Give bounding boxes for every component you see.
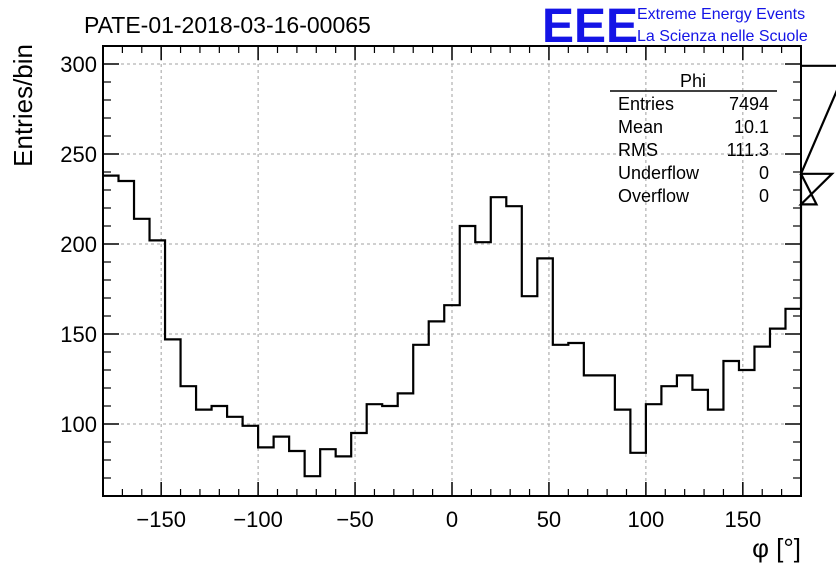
x-axis-title: φ [°] [752, 533, 801, 563]
stats-label-entries: Entries [618, 94, 674, 114]
plot-frame [102, 45, 802, 497]
y-tick-label: 150 [60, 322, 97, 347]
stats-value-mean: 10.1 [734, 117, 769, 137]
stats-box-name: Phi [680, 71, 706, 91]
stats-value-rms: 111.3 [727, 140, 769, 160]
y-tick-label: 300 [60, 52, 97, 77]
x-tick-label: 0 [446, 507, 458, 532]
x-tick-label: 150 [724, 507, 761, 532]
logo-subtitle-line2: La Scienza nelle Scuole [637, 28, 808, 45]
x-tick-label: −50 [336, 507, 373, 532]
x-tick-label: 50 [537, 507, 561, 532]
stats-label-underflow: Underflow [618, 163, 700, 183]
stats-label-rms: RMS [618, 140, 658, 160]
stats-value-entries: 7494 [729, 94, 769, 114]
x-tick-label: −100 [233, 507, 283, 532]
y-tick-label: 100 [60, 412, 97, 437]
y-tick-label: 250 [60, 142, 97, 167]
chart-title: PATE-01-2018-03-16-00065 [84, 12, 371, 38]
stats-value-underflow: 0 [759, 163, 769, 183]
histogram-step-line [103, 64, 836, 478]
x-tick-label: 100 [628, 507, 665, 532]
x-tick-labels: −150 −100 −50 0 50 100 150 [136, 507, 761, 532]
y-axis-title: Entries/bin [8, 44, 38, 167]
y-tick-label: 200 [60, 232, 97, 257]
x-tick-label: −150 [136, 507, 186, 532]
axis-ticks [102, 45, 802, 497]
y-tick-labels: 100 150 200 250 300 [60, 52, 97, 437]
stats-value-overflow: 0 [759, 186, 769, 206]
grid-lines [103, 46, 801, 496]
eee-logo: EEE [542, 0, 638, 53]
stats-box: Phi Entries 7494 Mean 10.1 RMS 111.3 Und… [610, 71, 777, 206]
stats-label-overflow: Overflow [618, 186, 690, 206]
logo-subtitle-line1: Extreme Energy Events [637, 6, 805, 23]
stats-label-mean: Mean [618, 117, 663, 137]
